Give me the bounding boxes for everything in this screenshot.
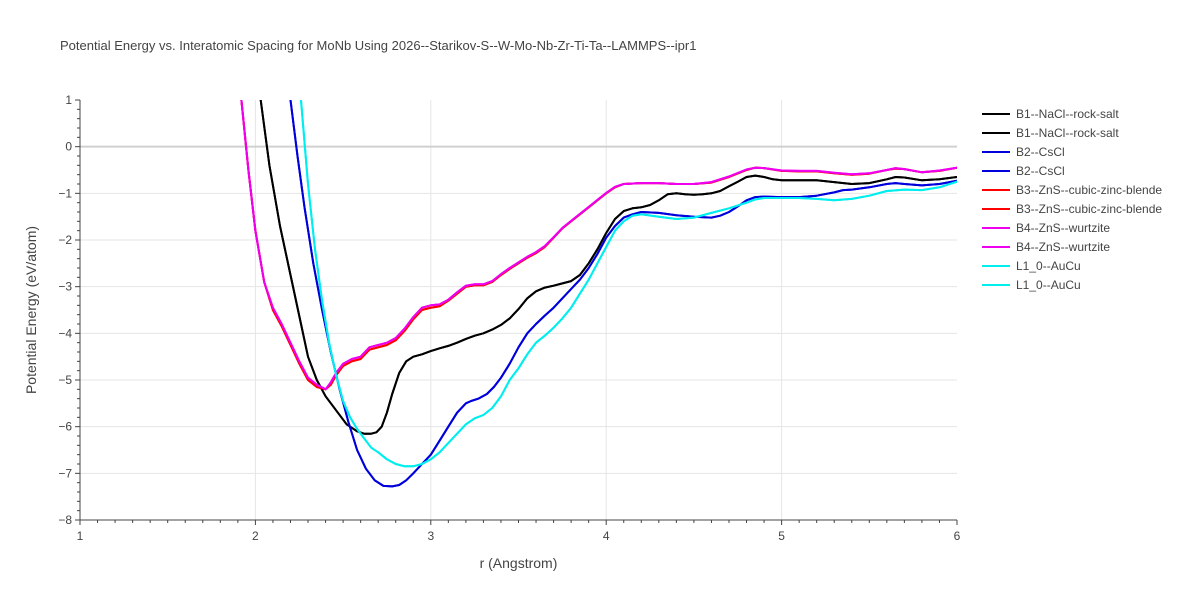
- x-tick-label: 5: [778, 529, 785, 543]
- y-axis-label: Potential Energy (eV/atom): [23, 226, 39, 394]
- legend: B1--NaCl--rock-salt B1--NaCl--rock-salt B2…: [982, 107, 1162, 292]
- y-tick-label: 1: [65, 93, 72, 107]
- series-group: [240, 100, 957, 488]
- grid: [80, 100, 957, 520]
- y-tick-label: −2: [58, 233, 72, 247]
- legend-label: B4--ZnS--wurtzite: [1016, 221, 1110, 235]
- series-line-l1-0-aucu: [300, 100, 957, 468]
- x-tick-label: 1: [77, 529, 84, 543]
- axes: 1 2 3 4 5 6 1 0 −1 −2 −3 −4 −5 −6 −7 −8: [58, 93, 960, 543]
- y-tick-label: −5: [58, 373, 72, 387]
- legend-label: B3--ZnS--cubic-zinc-blende: [1016, 202, 1162, 216]
- x-tick-label: 4: [603, 529, 610, 543]
- legend-label: B2--CsCl: [1016, 145, 1065, 159]
- series-line-b1-nacl-rock-salt: [259, 100, 957, 435]
- x-axis-label: r (Angstrom): [480, 555, 558, 571]
- series-line-b4-zns-wurtzite: [240, 100, 957, 391]
- legend-label: B4--ZnS--wurtzite: [1016, 240, 1110, 254]
- y-tick-label: −4: [58, 326, 72, 340]
- y-tick-label: −3: [58, 280, 72, 294]
- legend-label: B1--NaCl--rock-salt: [1016, 107, 1119, 121]
- y-tick-label: −1: [58, 186, 72, 200]
- legend-label: L1_0--AuCu: [1016, 278, 1081, 292]
- x-tick-label: 3: [427, 529, 434, 543]
- series-line-b2-cscl: [289, 100, 957, 488]
- series-line-b2-cscl: [289, 100, 957, 488]
- legend-label: B1--NaCl--rock-salt: [1016, 126, 1119, 140]
- legend-label: B3--ZnS--cubic-zinc-blende: [1016, 183, 1162, 197]
- series-line-l1-0-aucu: [300, 100, 957, 468]
- legend-label: B2--CsCl: [1016, 164, 1065, 178]
- x-tick-label: 2: [252, 529, 259, 543]
- y-tick-label: −7: [58, 466, 72, 480]
- series-line-b1-nacl-rock-salt: [259, 100, 957, 435]
- x-tick-label: 6: [954, 529, 961, 543]
- y-tick-label: −6: [58, 420, 72, 434]
- y-tick-label: 0: [65, 140, 72, 154]
- chart-title: Potential Energy vs. Interatomic Spacing…: [60, 38, 696, 53]
- y-tick-label: −8: [58, 513, 72, 527]
- legend-label: L1_0--AuCu: [1016, 259, 1081, 273]
